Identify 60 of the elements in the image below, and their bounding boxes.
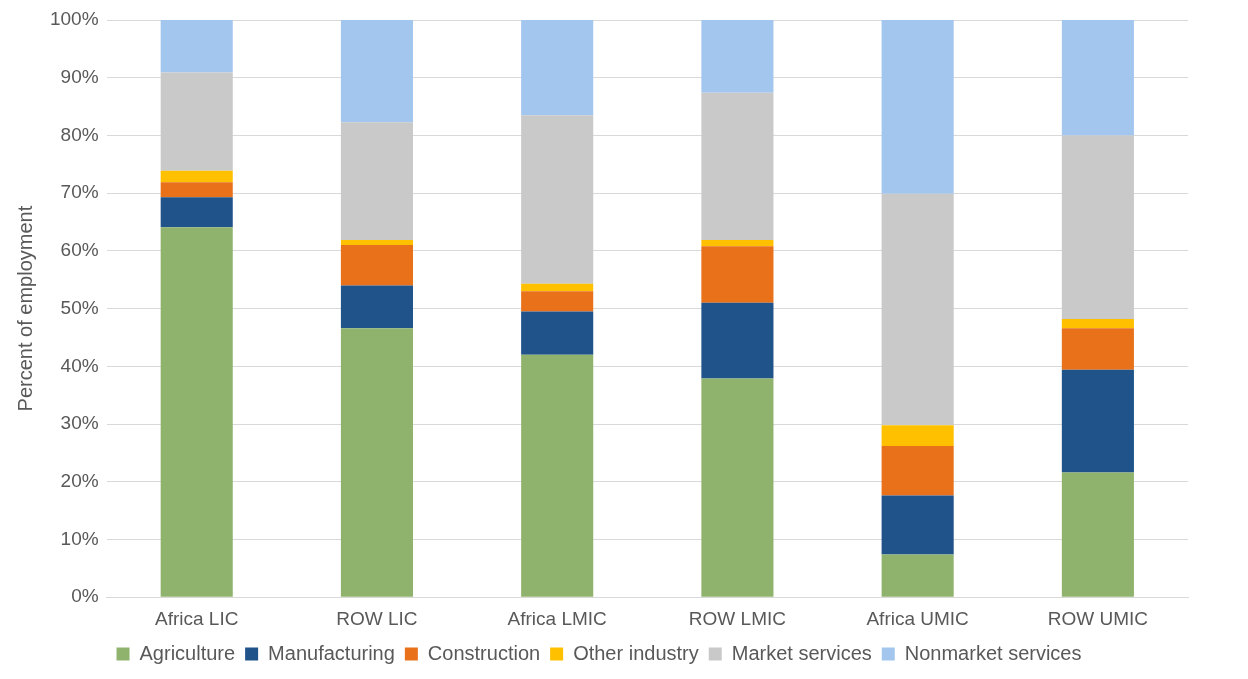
- y-tick-label: 10%: [60, 527, 99, 549]
- bar: [881, 554, 954, 597]
- legend-label: Nonmarket services: [904, 641, 1082, 664]
- y-tick-label: 100%: [49, 8, 99, 30]
- bar: [340, 328, 413, 597]
- y-tick-label: 0%: [71, 585, 99, 607]
- x-tick-label: Africa LIC: [155, 607, 239, 629]
- bar: [701, 239, 774, 247]
- bar: [521, 311, 594, 355]
- y-tick-label: 30%: [60, 412, 99, 434]
- y-tick-label: 60%: [60, 239, 99, 261]
- legend-label: Market services: [731, 641, 872, 664]
- bar: [521, 354, 594, 597]
- bar: [160, 170, 233, 183]
- bar: [521, 283, 594, 292]
- bar: [340, 245, 413, 286]
- bar: [340, 285, 413, 329]
- bar: [701, 378, 774, 597]
- bar: [160, 227, 233, 597]
- bar: [340, 239, 413, 246]
- bar: [1061, 369, 1134, 473]
- bar: [1061, 318, 1134, 329]
- y-tick-label: 90%: [60, 65, 99, 87]
- bar: [160, 72, 233, 171]
- x-tick-label: ROW LIC: [336, 607, 418, 629]
- bar: [521, 115, 594, 284]
- legend-label: Construction: [427, 641, 541, 664]
- x-tick-label: Africa LMIC: [507, 607, 607, 629]
- bar: [701, 302, 774, 379]
- x-tick-label: Africa UMIC: [866, 607, 969, 629]
- y-tick-label: 80%: [60, 123, 99, 145]
- bar: [881, 495, 954, 555]
- bar: [701, 246, 774, 303]
- bar: [881, 20, 954, 194]
- bar: [160, 20, 233, 73]
- x-tick-label: ROW UMIC: [1047, 607, 1149, 629]
- legend-label: Other industry: [573, 641, 699, 664]
- y-tick-label: 70%: [60, 181, 99, 203]
- y-tick-label: 50%: [60, 296, 99, 318]
- bar: [701, 92, 774, 240]
- bar: [1061, 20, 1134, 136]
- bar: [881, 445, 954, 496]
- bar: [1061, 328, 1134, 370]
- bar: [160, 182, 233, 198]
- bar: [160, 197, 233, 228]
- bar: [521, 20, 594, 116]
- bar: [521, 291, 594, 312]
- bar: [340, 20, 413, 123]
- bar: [1061, 472, 1134, 597]
- x-tick-label: ROW LMIC: [688, 607, 786, 629]
- legend-label: Agriculture: [139, 641, 236, 664]
- y-axis-title: Percent of employment: [13, 205, 36, 412]
- bar: [340, 122, 413, 240]
- bar: [701, 20, 774, 93]
- y-tick-label: 40%: [60, 354, 99, 376]
- bar: [881, 193, 954, 426]
- legend-label: Manufacturing: [268, 641, 395, 664]
- bar: [881, 425, 954, 446]
- y-tick-label: 20%: [60, 469, 99, 491]
- bar: [1061, 135, 1134, 319]
